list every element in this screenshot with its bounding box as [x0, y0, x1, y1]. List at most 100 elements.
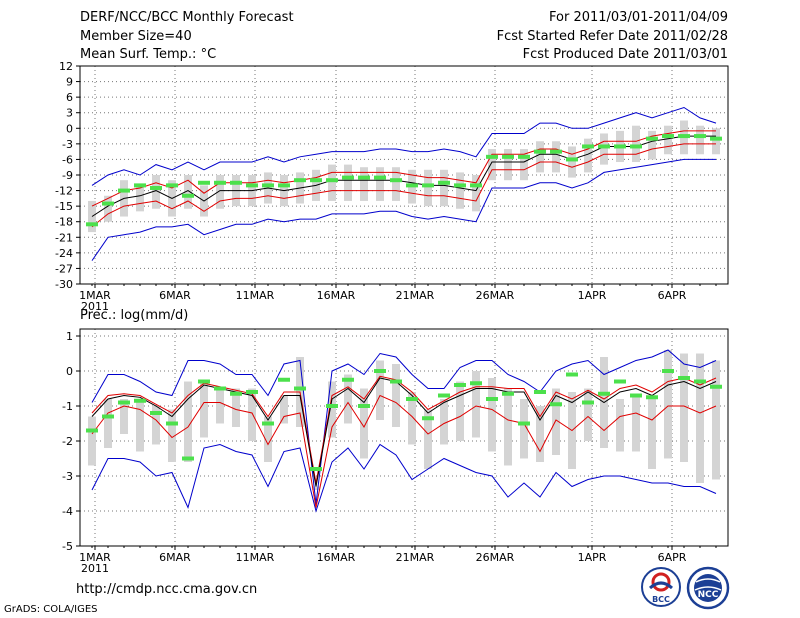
observed-marker: [150, 185, 162, 190]
member-range-box: [216, 175, 224, 209]
x-tick-label: 11MAR: [236, 289, 275, 302]
y-tick-label: -27: [55, 262, 73, 275]
member-range-box: [440, 169, 448, 207]
envelope-min-line: [91, 158, 716, 261]
observed-marker: [662, 134, 674, 139]
observed-marker: [422, 416, 434, 421]
observed-marker: [230, 180, 242, 185]
envelope-max-line: [91, 106, 717, 186]
envelope-max-line: [91, 349, 717, 505]
member-range-box: [552, 141, 560, 173]
member-range-box: [648, 399, 656, 469]
observed-marker: [566, 372, 578, 377]
observed-marker: [550, 402, 562, 407]
y-tick-label: 12: [59, 60, 73, 73]
ncc-logo-icon: NCC: [686, 566, 730, 610]
y-tick-label: -3: [62, 138, 73, 151]
y-tick-label: -9: [62, 169, 73, 182]
member-range-box: [168, 409, 176, 462]
observed-marker: [694, 134, 706, 139]
member-range-box: [712, 128, 720, 155]
x-tick-label: 11MAR: [236, 551, 275, 564]
y-tick-label: -1: [62, 400, 73, 413]
y-tick-label: 0: [66, 122, 73, 135]
forecast-produced-date: Fcst Produced Date 2011/03/01: [522, 47, 728, 62]
observed-marker: [438, 180, 450, 185]
observed-marker: [118, 400, 130, 405]
precip-variable-label: Prec.: log(mm/d): [80, 308, 189, 323]
member-range-box: [584, 138, 592, 173]
observed-marker: [502, 154, 514, 159]
observed-marker: [518, 421, 530, 426]
observed-marker: [310, 467, 322, 471]
y-tick-label: 3: [66, 107, 73, 120]
observed-marker: [630, 144, 642, 149]
observed-marker: [198, 180, 210, 185]
member-range-box: [632, 395, 640, 452]
x-tick-label: 21MAR: [396, 289, 435, 302]
lower-spread-line: [91, 394, 717, 508]
temp-variable-label: Mean Surf. Temp.: °C: [80, 47, 217, 62]
y-tick-label: -6: [62, 153, 73, 166]
observed-marker: [278, 183, 290, 188]
observed-marker: [198, 379, 210, 384]
observed-marker: [550, 149, 562, 154]
observed-marker: [166, 183, 178, 188]
observed-marker: [710, 136, 722, 141]
member-range-box: [328, 381, 336, 438]
member-range-box: [664, 350, 672, 459]
observed-marker: [518, 154, 530, 159]
member-range-box: [584, 388, 592, 441]
precip-plot-frame: [79, 328, 729, 547]
y-tick-label: -4: [62, 505, 73, 518]
observed-marker: [182, 456, 194, 461]
member-range-box: [408, 392, 416, 445]
observed-marker: [470, 183, 482, 188]
observed-marker: [630, 393, 642, 398]
forecast-period: For 2011/03/01-2011/04/09: [549, 10, 728, 25]
observed-marker: [646, 136, 658, 141]
member-range-box: [152, 406, 160, 445]
member-size-label: Member Size=40: [80, 29, 192, 44]
member-range-box: [488, 378, 496, 452]
bcc-logo-icon: BCC: [641, 567, 681, 607]
observed-marker: [678, 134, 690, 139]
y-tick-label: -12: [55, 185, 73, 198]
member-range-box: [264, 416, 272, 462]
member-range-box: [600, 133, 608, 165]
observed-marker: [662, 369, 674, 373]
observed-marker: [102, 201, 114, 206]
member-range-box: [664, 125, 672, 155]
member-range-box: [216, 388, 224, 424]
observed-marker: [582, 400, 594, 405]
x-tick-label: 1MAR: [79, 551, 111, 564]
observed-marker: [374, 175, 386, 180]
observed-marker: [454, 183, 466, 188]
x-year-label: 2011: [81, 300, 109, 313]
observed-marker: [390, 178, 402, 183]
source-url[interactable]: http://cmdp.ncc.cma.gov.cn: [76, 582, 258, 597]
member-range-box: [88, 416, 96, 466]
observed-marker: [486, 154, 498, 159]
member-range-box: [648, 130, 656, 160]
y-tick-label: 1: [66, 330, 73, 343]
member-range-box: [712, 360, 720, 480]
member-range-box: [568, 146, 576, 178]
member-range-box: [472, 371, 480, 438]
observed-marker: [262, 183, 274, 188]
x-tick-label: 1APR: [578, 551, 607, 564]
member-range-box: [344, 374, 352, 424]
observed-marker: [214, 386, 226, 391]
observed-marker: [150, 411, 162, 415]
bcc-logo-text: BCC: [652, 595, 670, 604]
y-tick-label: -5: [62, 540, 73, 553]
observed-marker: [134, 183, 146, 188]
observed-marker: [294, 178, 306, 183]
observed-marker: [358, 175, 370, 180]
observed-marker: [470, 381, 482, 386]
member-range-box: [88, 200, 96, 233]
member-range-box: [488, 149, 496, 181]
x-year-label: 2011: [81, 562, 109, 575]
observed-marker: [246, 390, 258, 394]
